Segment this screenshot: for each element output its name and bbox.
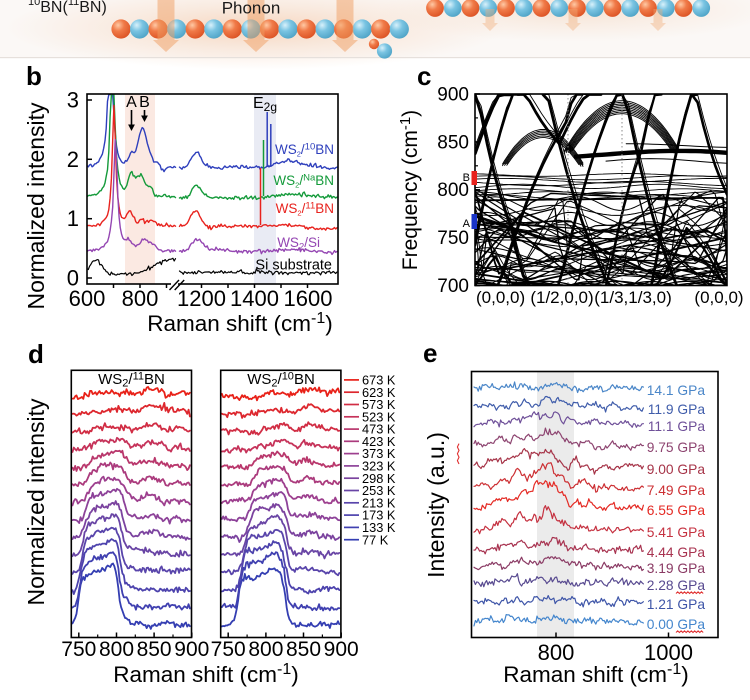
- svg-text:7.49 GPa: 7.49 GPa: [647, 483, 706, 498]
- svg-text:800: 800: [122, 286, 159, 311]
- svg-text:WS2/10BN: WS2/10BN: [275, 142, 334, 159]
- svg-text:5.41 GPa: 5.41 GPa: [647, 525, 706, 540]
- svg-text:173 K: 173 K: [362, 508, 396, 523]
- svg-text:(0,0,0): (0,0,0): [694, 288, 743, 307]
- svg-text:Raman shift (cm-1): Raman shift (cm-1): [147, 310, 333, 336]
- svg-text:800: 800: [99, 638, 134, 661]
- svg-text:623 K: 623 K: [362, 385, 396, 400]
- svg-text:9.75 GPa: 9.75 GPa: [647, 440, 706, 455]
- svg-text:A: A: [463, 218, 471, 230]
- svg-text:A: A: [126, 94, 137, 111]
- svg-text:(1/2,0,0): (1/2,0,0): [530, 288, 593, 307]
- svg-text:(1/3,1/3,0): (1/3,1/3,0): [594, 288, 672, 307]
- svg-text:800: 800: [437, 180, 469, 201]
- svg-text:573 K: 573 K: [362, 397, 396, 412]
- svg-text:850: 850: [286, 638, 321, 661]
- svg-text:523 K: 523 K: [362, 409, 396, 424]
- svg-text:1200: 1200: [177, 286, 226, 311]
- svg-text:900: 900: [324, 638, 359, 661]
- svg-text:WS2/10BN: WS2/10BN: [247, 371, 315, 390]
- svg-text:10BN(11BN): 10BN(11BN): [28, 0, 107, 16]
- svg-text:423 K: 423 K: [362, 434, 396, 449]
- svg-text:Normalized intensity: Normalized intensity: [23, 102, 49, 310]
- svg-text:11.9 GPa: 11.9 GPa: [648, 402, 706, 417]
- svg-text:473 K: 473 K: [362, 422, 396, 437]
- svg-text:Raman shift (cm-1): Raman shift (cm-1): [113, 661, 299, 687]
- svg-text:1: 1: [67, 206, 79, 231]
- svg-text:750: 750: [437, 228, 469, 249]
- svg-text:323 K: 323 K: [362, 459, 396, 474]
- svg-text:1400: 1400: [230, 286, 279, 311]
- svg-text:1.21 GPa: 1.21 GPa: [647, 597, 706, 612]
- svg-text:WS2/11BN: WS2/11BN: [276, 201, 334, 218]
- svg-text:B: B: [139, 94, 150, 111]
- svg-text:213 K: 213 K: [362, 495, 396, 510]
- svg-text:(0,0,0): (0,0,0): [476, 288, 525, 307]
- svg-text:298 K: 298 K: [362, 471, 396, 486]
- svg-text:800: 800: [248, 638, 283, 661]
- svg-text:850: 850: [137, 638, 172, 661]
- svg-text:WS2/Si: WS2/Si: [277, 235, 320, 253]
- svg-text:750: 750: [211, 638, 246, 661]
- svg-text:Normalized intensity: Normalized intensity: [23, 398, 49, 606]
- svg-text:b: b: [26, 61, 42, 91]
- svg-text:B: B: [463, 172, 470, 184]
- svg-text:133 K: 133 K: [362, 520, 396, 535]
- svg-text:WS2/11BN: WS2/11BN: [98, 371, 165, 390]
- svg-text:673 K: 673 K: [362, 373, 396, 388]
- svg-text:c: c: [417, 61, 431, 91]
- svg-text:Si substrate: Si substrate: [255, 258, 332, 274]
- svg-text:0: 0: [67, 266, 79, 291]
- svg-text:1600: 1600: [284, 286, 333, 311]
- svg-text:Intensity (a.u.): Intensity (a.u.): [423, 432, 449, 578]
- svg-text:2.28 GPa: 2.28 GPa: [647, 578, 706, 593]
- svg-text:WS2/NaBN: WS2/NaBN: [273, 173, 334, 190]
- svg-text:e: e: [423, 338, 437, 368]
- svg-text:14.1 GPa: 14.1 GPa: [647, 383, 706, 398]
- svg-text:373 K: 373 K: [362, 446, 396, 461]
- svg-text:9.00 GPa: 9.00 GPa: [647, 462, 706, 477]
- svg-text:E2g: E2g: [253, 95, 277, 114]
- svg-text:600: 600: [69, 286, 106, 311]
- svg-text:750: 750: [61, 638, 96, 661]
- svg-text:850: 850: [437, 132, 469, 153]
- svg-text:6.55 GPa: 6.55 GPa: [647, 503, 706, 518]
- svg-text:3: 3: [67, 88, 79, 113]
- svg-text:1000: 1000: [644, 640, 693, 665]
- svg-text:d: d: [28, 339, 44, 369]
- svg-text:800: 800: [538, 640, 575, 665]
- svg-text:900: 900: [437, 85, 469, 106]
- svg-text:700: 700: [437, 276, 469, 297]
- svg-text:900: 900: [174, 638, 209, 661]
- svg-text:Phonon: Phonon: [222, 0, 281, 18]
- svg-text:2: 2: [67, 147, 79, 172]
- svg-text:Frequency (cm-1): Frequency (cm-1): [397, 110, 422, 270]
- svg-text:253 K: 253 K: [362, 483, 396, 498]
- svg-text:3.19 GPa: 3.19 GPa: [647, 561, 706, 576]
- svg-text:0.00 GPa: 0.00 GPa: [647, 617, 706, 632]
- svg-text:4.44 GPa: 4.44 GPa: [647, 545, 706, 560]
- svg-text:Raman shift (cm-1): Raman shift (cm-1): [503, 661, 689, 687]
- svg-text:11.1 GPa: 11.1 GPa: [648, 419, 706, 434]
- svg-text:77 K: 77 K: [362, 532, 389, 547]
